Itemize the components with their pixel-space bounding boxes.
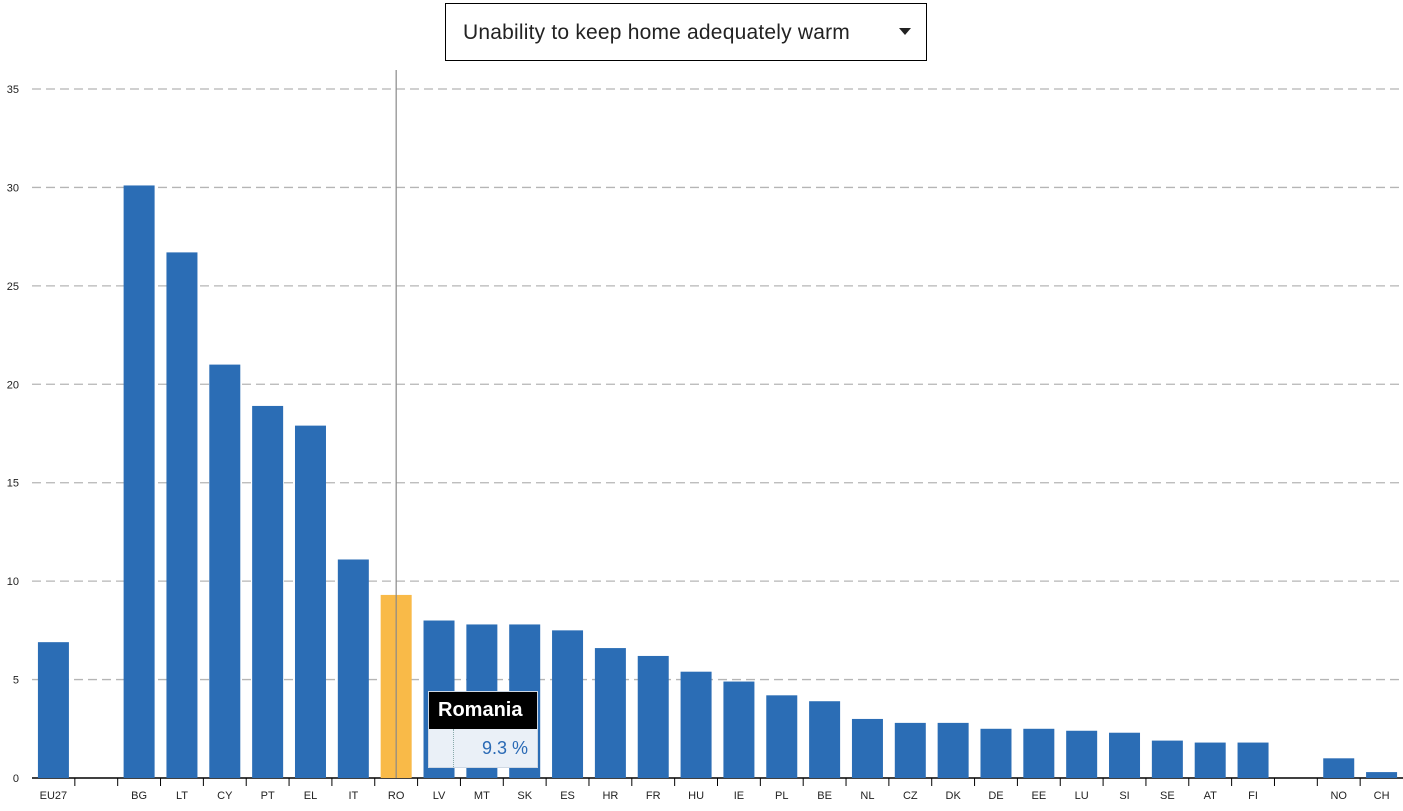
x-tick-label: DE	[988, 790, 1003, 802]
y-tick-label: 10	[7, 576, 19, 588]
x-tick-label: CH	[1374, 790, 1390, 802]
x-tick-label: MT	[474, 790, 490, 802]
bar-hr	[594, 648, 626, 778]
bar-lt	[166, 252, 198, 779]
bar-si	[1109, 732, 1141, 778]
x-tick-label: BE	[817, 790, 832, 802]
x-tick-label: EU27	[40, 790, 68, 802]
x-tick-label: AT	[1204, 790, 1218, 802]
bar-es	[552, 630, 584, 778]
x-tick-label: SK	[517, 790, 532, 802]
x-tick-label: LV	[433, 790, 446, 802]
y-tick-label: 20	[7, 379, 19, 391]
x-tick-label: LU	[1075, 790, 1089, 802]
y-tick-label: 25	[7, 281, 19, 293]
x-tick-label: LT	[176, 790, 188, 802]
x-tick-label: HU	[688, 790, 704, 802]
indicator-dropdown[interactable]: Unability to keep home adequately warm	[445, 3, 927, 61]
x-tick-label: NL	[860, 790, 874, 802]
x-tick-label: BG	[131, 790, 147, 802]
y-tick-label: 30	[7, 182, 19, 194]
bar-hu	[680, 671, 712, 778]
x-tick-label: PL	[775, 790, 788, 802]
bar-pl	[766, 695, 798, 778]
tooltip-value: 9.3 %	[481, 738, 528, 758]
chart-tooltip: Romania 9.3 %	[428, 691, 538, 768]
bar-it	[337, 559, 369, 778]
bar-be	[809, 701, 841, 778]
bar-dk	[937, 722, 969, 778]
bar-nl	[851, 718, 883, 778]
bar-se	[1151, 740, 1183, 778]
bar-eu27	[37, 642, 69, 778]
bar-ch	[1366, 772, 1398, 778]
x-tick-label: DK	[946, 790, 962, 802]
x-tick-label: SE	[1160, 790, 1175, 802]
bar-cy	[209, 364, 241, 778]
y-tick-label: 0	[13, 773, 19, 785]
x-tick-label: IT	[348, 790, 358, 802]
bar-de	[980, 728, 1012, 778]
x-tick-label: NO	[1330, 790, 1347, 802]
x-tick-label: FR	[646, 790, 661, 802]
bar-cz	[894, 722, 926, 778]
x-tick-label: EE	[1031, 790, 1046, 802]
bar-fi	[1237, 742, 1269, 778]
bar-ie	[723, 681, 755, 778]
bar-lu	[1066, 730, 1098, 778]
x-tick-label: CY	[217, 790, 233, 802]
x-tick-label: ES	[560, 790, 575, 802]
bar-bg	[123, 185, 155, 778]
x-tick-label: EL	[304, 790, 317, 802]
indicator-dropdown-label: Unability to keep home adequately warm	[463, 21, 850, 44]
x-tick-label: CZ	[903, 790, 918, 802]
x-tick-label: PT	[261, 790, 275, 802]
x-tick-label: SI	[1119, 790, 1129, 802]
x-tick-label: FI	[1248, 790, 1258, 802]
y-tick-label: 5	[13, 675, 19, 687]
y-tick-label: 35	[7, 84, 19, 96]
bar-ee	[1023, 728, 1055, 778]
bar-el	[294, 425, 326, 778]
tooltip-title: Romania	[429, 692, 537, 729]
bar-fr	[637, 655, 669, 778]
y-tick-label: 15	[7, 478, 19, 490]
chevron-down-icon	[899, 28, 911, 35]
bar-at	[1194, 742, 1226, 778]
bar-no	[1323, 758, 1355, 778]
bar-pt	[252, 405, 284, 778]
x-tick-label: RO	[388, 790, 405, 802]
tooltip-divider	[453, 729, 454, 767]
x-tick-label: HR	[602, 790, 618, 802]
x-tick-label: IE	[734, 790, 744, 802]
